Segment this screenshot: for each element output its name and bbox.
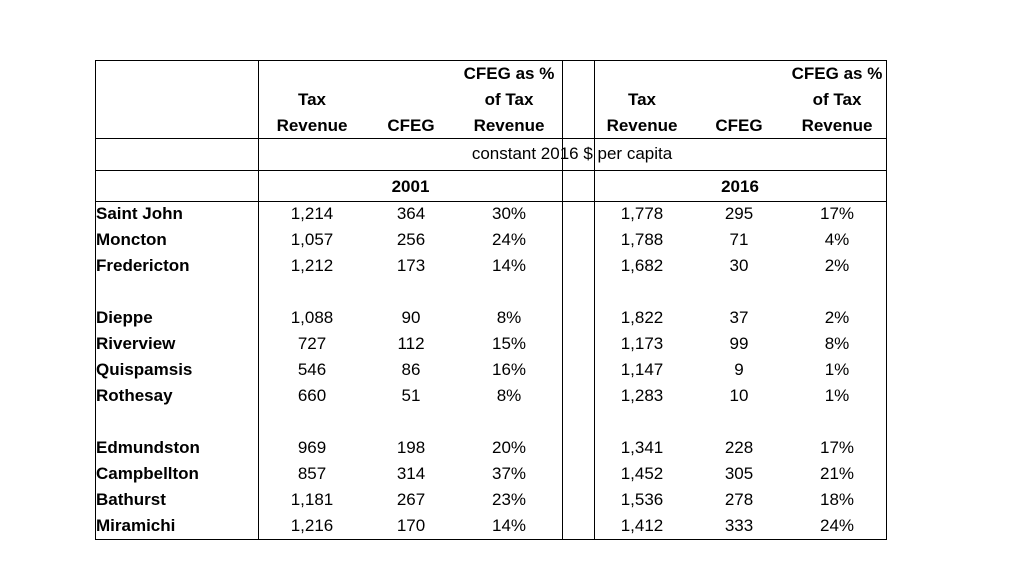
cfeg-pct-2001-cell: 37%	[491, 464, 527, 483]
tax-revenue-2001-cell: 660	[297, 386, 327, 405]
units-label: constant 2016 $ per capita	[471, 144, 673, 163]
tax-revenue-2001-cell: 857	[297, 464, 327, 483]
tax-revenue-2001-cell: 969	[297, 438, 327, 457]
divider-gap-right	[594, 61, 595, 539]
cfeg-pct-2016-cell: 17%	[819, 204, 855, 223]
tax-revenue-2001-cell: 546	[297, 360, 327, 379]
cfeg-pct-2001-cell: 8%	[496, 308, 522, 327]
tax-revenue-2016-cell: 1,173	[620, 334, 664, 353]
tax-revenue-2001-cell: 1,212	[290, 256, 334, 275]
cfeg-2001-cell: 173	[396, 256, 426, 275]
cfeg-2016-cell: 295	[724, 204, 754, 223]
header-tax-revenue-2001: Tax Revenue	[276, 90, 348, 135]
city-name: Quispamsis	[96, 360, 193, 379]
cfeg-2016-cell: 99	[729, 334, 749, 353]
header-cfeg-pct-2016: CFEG as % of Tax Revenue	[791, 64, 883, 135]
city-name: Campbellton	[96, 464, 199, 483]
data-table: Tax Revenue CFEG CFEG as % of Tax Revenue T…	[95, 60, 887, 540]
tax-revenue-2016-cell: 1,341	[620, 438, 664, 457]
divider-gap-left	[562, 61, 563, 539]
city-name: Moncton	[96, 230, 167, 249]
city-name: Saint John	[96, 204, 183, 223]
tax-revenue-2001-cell: 1,181	[290, 490, 334, 509]
divider-year	[96, 201, 886, 202]
cfeg-pct-2016-cell: 1%	[824, 360, 850, 379]
tax-revenue-2001-cell: 1,057	[290, 230, 334, 249]
cfeg-pct-2001-cell: 30%	[491, 204, 527, 223]
divider-units	[96, 170, 886, 171]
cfeg-pct-2016-cell: 8%	[824, 334, 850, 353]
tax-revenue-2016-cell: 1,412	[620, 516, 664, 535]
city-name: Bathurst	[96, 490, 166, 509]
tax-revenue-2016-cell: 1,147	[620, 360, 664, 379]
cfeg-2001-cell: 198	[396, 438, 426, 457]
tax-revenue-2016-cell: 1,452	[620, 464, 664, 483]
cfeg-2001-cell: 267	[396, 490, 426, 509]
cfeg-2016-cell: 228	[724, 438, 754, 457]
tax-revenue-2001-cell: 1,214	[290, 204, 334, 223]
cfeg-2001-cell: 364	[396, 204, 426, 223]
cfeg-2016-cell: 10	[729, 386, 749, 405]
divider-name-column	[258, 61, 259, 539]
tax-revenue-2016-cell: 1,778	[620, 204, 664, 223]
tax-revenue-2016-cell: 1,536	[620, 490, 664, 509]
year-2001: 2001	[391, 177, 430, 196]
city-name: Riverview	[96, 334, 176, 353]
header-cfeg-2016: CFEG	[715, 116, 763, 135]
cfeg-pct-2001-cell: 14%	[491, 256, 527, 275]
cfeg-pct-2001-cell: 8%	[496, 386, 522, 405]
cfeg-pct-2016-cell: 2%	[824, 256, 850, 275]
cfeg-2001-cell: 256	[396, 230, 426, 249]
cfeg-pct-2016-cell: 24%	[819, 516, 855, 535]
cfeg-2016-cell: 333	[724, 516, 754, 535]
city-name: Rothesay	[96, 386, 173, 405]
cfeg-pct-2001-cell: 14%	[491, 516, 527, 535]
cfeg-2001-cell: 314	[396, 464, 426, 483]
city-name: Dieppe	[96, 308, 153, 327]
tax-revenue-2001-cell: 727	[297, 334, 327, 353]
cfeg-2016-cell: 278	[724, 490, 754, 509]
tax-revenue-2001-cell: 1,088	[290, 308, 334, 327]
cfeg-2016-cell: 30	[729, 256, 749, 275]
tax-revenue-2016-cell: 1,283	[620, 386, 664, 405]
cfeg-pct-2001-cell: 15%	[491, 334, 527, 353]
cfeg-2001-cell: 112	[397, 334, 425, 353]
cfeg-2016-cell: 305	[724, 464, 754, 483]
cfeg-2001-cell: 86	[401, 360, 421, 379]
cfeg-2016-cell: 9	[734, 360, 744, 379]
tax-revenue-2001-cell: 1,216	[290, 516, 334, 535]
city-name: Fredericton	[96, 256, 190, 275]
cfeg-2001-cell: 170	[396, 516, 426, 535]
tax-revenue-2016-cell: 1,822	[620, 308, 664, 327]
cfeg-pct-2016-cell: 4%	[824, 230, 850, 249]
city-name: Edmundston	[96, 438, 200, 457]
cfeg-2001-cell: 51	[401, 386, 421, 405]
cfeg-2016-cell: 37	[729, 308, 749, 327]
header-cfeg-pct-2001: CFEG as % of Tax Revenue	[463, 64, 555, 135]
cfeg-pct-2016-cell: 1%	[824, 386, 850, 405]
tax-revenue-2016-cell: 1,682	[620, 256, 664, 275]
cfeg-pct-2001-cell: 24%	[491, 230, 527, 249]
cfeg-pct-2016-cell: 17%	[819, 438, 855, 457]
cfeg-pct-2001-cell: 20%	[491, 438, 527, 457]
cfeg-2016-cell: 71	[729, 230, 749, 249]
cfeg-2001-cell: 90	[401, 308, 421, 327]
header-tax-revenue-2016: Tax Revenue	[606, 90, 678, 135]
divider-header	[96, 138, 886, 139]
cfeg-pct-2016-cell: 2%	[824, 308, 850, 327]
header-cfeg-2001: CFEG	[387, 116, 435, 135]
cfeg-pct-2001-cell: 16%	[491, 360, 527, 379]
tax-revenue-2016-cell: 1,788	[620, 230, 664, 249]
cfeg-pct-2001-cell: 23%	[491, 490, 527, 509]
cfeg-pct-2016-cell: 21%	[819, 464, 855, 483]
city-name: Miramichi	[96, 516, 176, 535]
year-2016: 2016	[721, 177, 759, 196]
cfeg-pct-2016-cell: 18%	[819, 490, 855, 509]
